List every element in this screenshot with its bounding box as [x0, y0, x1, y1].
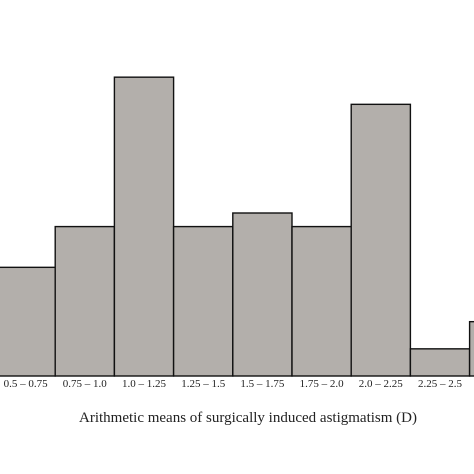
x-axis-title: Arithmetic means of surgically induced a…	[79, 410, 417, 426]
histogram-bar	[468, 320, 474, 377]
x-tick-label: 1.25 – 1.5	[181, 378, 226, 390]
histogram-bar	[350, 103, 412, 377]
bars-group	[0, 76, 474, 377]
x-tick-label: 0.5 – 0.75	[4, 378, 49, 390]
x-tick-label: 1.75 – 2.0	[300, 378, 345, 390]
x-tick-label: 1.5 – 1.75	[240, 378, 285, 390]
histogram-bar	[0, 266, 56, 377]
histogram-bar	[291, 225, 352, 377]
histogram-bar	[172, 225, 234, 377]
x-tick-label: 0.75 – 1.0	[63, 378, 108, 390]
x-tick-label: 2.25 – 2.5	[418, 378, 463, 390]
histogram-bar	[54, 225, 116, 377]
histogram-bar	[409, 348, 471, 377]
x-tick-label: 1.0 – 1.25	[122, 378, 167, 390]
histogram-bar	[232, 212, 293, 377]
histogram-bar	[113, 76, 175, 377]
x-tick-label: 2.0 – 2.25	[359, 378, 404, 390]
x-tick-labels: 0.5 – 0.75 0.75 – 1.0 1.0 – 1.25 1.25 – 1.5…	[4, 378, 463, 390]
